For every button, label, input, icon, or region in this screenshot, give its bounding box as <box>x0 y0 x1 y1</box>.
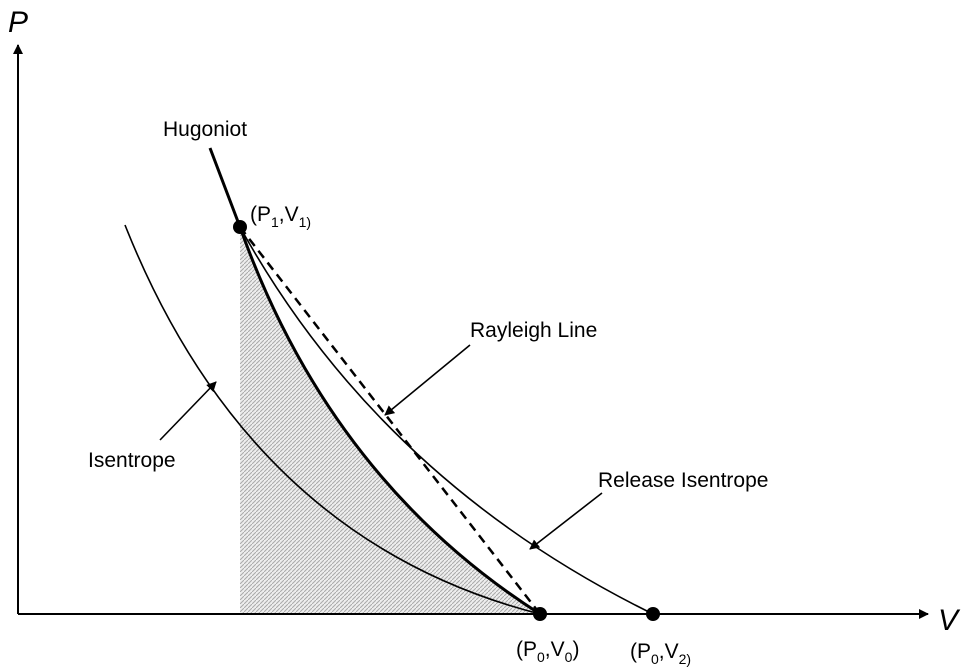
label-part: (P <box>250 203 271 226</box>
point-label: (P1,V1) <box>250 203 311 230</box>
subscript: 2) <box>679 651 691 667</box>
arrow <box>529 492 603 550</box>
label-part: (P <box>630 640 651 663</box>
point <box>233 220 247 234</box>
y-axis-label: P <box>8 6 28 39</box>
label-part: ) <box>572 638 579 661</box>
release-curve <box>239 226 654 615</box>
label-part: (P <box>516 638 537 661</box>
label-part: ,V <box>659 640 679 663</box>
point <box>646 607 660 621</box>
label-part: ,V <box>545 638 565 661</box>
rayleigh-line <box>239 226 541 615</box>
label-part: ,V <box>279 203 299 226</box>
x-axis-label: V <box>938 604 961 637</box>
subscript: 0 <box>651 651 659 667</box>
release-label: Release Isentrope <box>598 469 768 492</box>
subscript: 1) <box>299 214 311 230</box>
subscript: 1 <box>271 214 279 230</box>
arrow <box>159 381 217 441</box>
point-label: (P0,V0) <box>516 638 579 665</box>
rayleigh-label: Rayleigh Line <box>470 319 597 342</box>
isentrope-label: Isentrope <box>88 449 176 472</box>
arrow <box>384 344 471 416</box>
isentrope-curve <box>124 224 541 615</box>
point <box>533 607 547 621</box>
subscript: 0 <box>537 649 545 665</box>
hugoniot-label: Hugoniot <box>163 118 247 141</box>
work-area <box>240 227 540 614</box>
hugoniot-curve <box>208 147 541 616</box>
point-label: (P0,V2) <box>630 640 691 667</box>
subscript: 0 <box>565 649 573 665</box>
